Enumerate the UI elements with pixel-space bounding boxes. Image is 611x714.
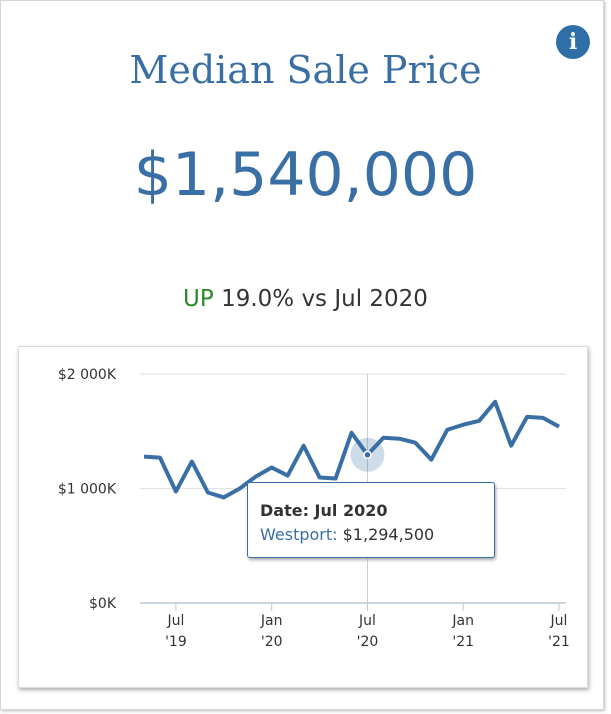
card-title: Median Sale Price (129, 48, 482, 92)
x-tick-label: '21 (548, 634, 570, 650)
chart-tooltip: Date: Jul 2020 Westport: $1,294,500 (247, 482, 495, 558)
median-price-value: $1,540,000 (133, 140, 478, 210)
change-text: UP 19.0% vs Jul 2020 (0, 286, 611, 312)
x-tick-label: '20 (357, 634, 379, 650)
x-tick-label: Jul (358, 613, 376, 629)
y-tick-label: $0K (89, 596, 117, 612)
tooltip-series-name: Westport: (260, 525, 338, 544)
x-tick-label: Jan (451, 613, 474, 629)
x-tick-label: Jul (166, 613, 184, 629)
x-tick-label: Jul (550, 613, 568, 629)
highlight-point (363, 450, 372, 460)
x-tick-label: '21 (452, 634, 474, 650)
tooltip-series: Westport: $1,294,500 (260, 525, 434, 544)
change-detail: 19.0% vs Jul 2020 (221, 286, 428, 312)
x-tick-label: '19 (165, 634, 187, 650)
tooltip-series-value: $1,294,500 (342, 525, 435, 544)
info-icon[interactable]: i (556, 25, 590, 59)
tooltip-date: Date: Jul 2020 (260, 501, 388, 520)
x-tick-label: Jan (260, 613, 283, 629)
change-direction: UP (183, 286, 214, 312)
y-tick-label: $2 000K (58, 367, 117, 383)
x-tick-label: '20 (261, 634, 283, 650)
y-tick-label: $1 000K (58, 482, 117, 498)
